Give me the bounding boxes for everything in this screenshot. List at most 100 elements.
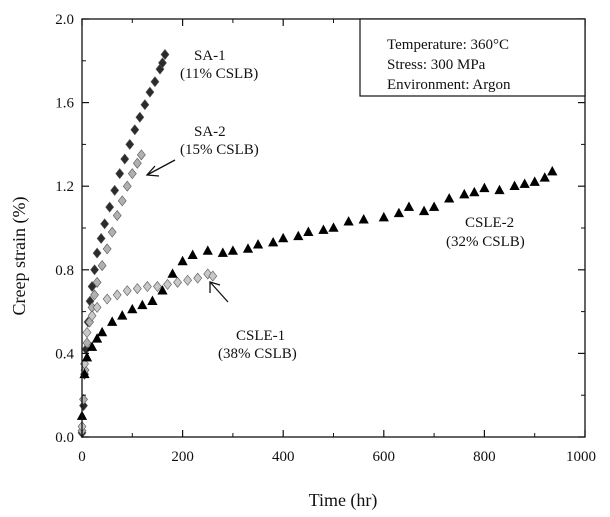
data-point	[100, 218, 110, 230]
data-point	[393, 207, 404, 218]
data-point	[115, 168, 125, 180]
data-point	[90, 289, 99, 301]
data-point	[547, 165, 558, 176]
data-point	[125, 138, 135, 150]
annotation-sa2-arrow-shaft	[146, 159, 176, 176]
data-point	[112, 289, 122, 301]
data-point	[328, 222, 339, 232]
series-1	[77, 149, 146, 437]
annotation-sa1-name: SA-1	[194, 48, 226, 64]
y-tick-label: 1.2	[55, 179, 74, 195]
data-point	[183, 274, 193, 286]
annotation-sa2-composition: (15% CSLB)	[180, 142, 259, 158]
y-axis-label: Creep strain (%)	[9, 197, 30, 316]
data-point	[130, 124, 140, 136]
data-point	[150, 76, 160, 88]
data-point	[479, 182, 490, 193]
legend-line-temperature: Temperature: 360°C	[387, 37, 509, 53]
data-point	[132, 283, 142, 295]
data-point	[403, 201, 415, 211]
annotation-sa2-arrow-head	[145, 165, 160, 177]
y-tick-label: 0.0	[55, 430, 74, 446]
data-point	[444, 193, 455, 203]
data-point	[136, 149, 146, 161]
data-point	[87, 310, 97, 322]
data-point	[509, 180, 520, 190]
data-point	[82, 327, 92, 338]
data-point	[167, 268, 178, 278]
data-point	[97, 260, 107, 272]
data-point	[242, 243, 254, 253]
data-point	[293, 230, 304, 241]
data-point	[177, 255, 188, 266]
data-point	[117, 195, 127, 207]
data-point	[494, 184, 505, 195]
data-point	[97, 326, 108, 337]
data-point	[107, 316, 118, 326]
data-point	[96, 232, 106, 244]
data-point	[343, 216, 354, 226]
data-point	[459, 188, 470, 199]
data-point	[469, 186, 480, 197]
data-point	[193, 272, 203, 284]
data-point	[278, 232, 289, 243]
legend-frame	[359, 18, 586, 97]
data-point	[102, 293, 112, 305]
data-point	[519, 178, 530, 188]
series-0	[77, 49, 170, 439]
data-point	[143, 281, 152, 293]
data-point	[81, 351, 93, 362]
data-point	[303, 226, 314, 236]
x-axis-label: Time (hr)	[309, 490, 378, 511]
data-point	[86, 341, 98, 351]
data-point	[318, 224, 329, 234]
data-point	[132, 157, 142, 169]
annotation-csle1-name: CSLE-1	[236, 328, 285, 344]
legend-line-stress: Stress: 300 MPa	[387, 57, 486, 73]
data-point	[105, 201, 115, 213]
annotation-csle1-arrow-shaft	[209, 281, 229, 303]
annotation-csle2-composition: (32% CSLB)	[446, 234, 525, 250]
data-point	[117, 310, 128, 320]
x-tick-label: 400	[272, 449, 295, 465]
data-point	[202, 245, 213, 255]
series-3	[76, 165, 558, 420]
data-point	[110, 184, 120, 196]
data-point	[102, 243, 112, 255]
data-point	[208, 270, 218, 282]
annotation-csle2-name: CSLE-2	[465, 215, 514, 231]
data-point	[539, 172, 550, 182]
x-tick-label: 800	[473, 449, 496, 465]
data-point	[217, 247, 228, 257]
data-point	[127, 168, 137, 180]
data-point	[153, 281, 162, 293]
legend-line-environment: Environment: Argon	[387, 77, 511, 93]
data-point	[122, 180, 132, 192]
data-point	[173, 276, 182, 288]
series-2	[77, 268, 218, 433]
data-point	[127, 303, 138, 314]
annotation-sa1-composition: (11% CSLB)	[180, 66, 258, 82]
x-tick-label: 600	[373, 449, 396, 465]
annotation-csle2: CSLE-2 (32% CSLB)	[446, 215, 525, 250]
data-point	[120, 153, 130, 165]
y-tick-label: 1.6	[55, 96, 74, 112]
data-point	[79, 393, 88, 405]
annotation-sa2: SA-2 (15% CSLB)	[145, 124, 259, 177]
data-point	[428, 201, 440, 211]
series-layer	[76, 49, 558, 439]
data-point	[90, 264, 99, 276]
x-tick-label: 0	[78, 449, 86, 465]
data-point	[160, 49, 170, 61]
data-point	[268, 236, 279, 247]
data-point	[163, 278, 172, 290]
y-tick-label: 0.8	[55, 263, 74, 279]
data-point	[147, 295, 158, 305]
data-point	[378, 211, 389, 222]
annotation-sa1: SA-1 (11% CSLB)	[180, 48, 258, 82]
data-point	[157, 285, 168, 295]
data-point	[135, 111, 145, 123]
y-tick-label: 0.4	[55, 346, 74, 362]
data-point	[92, 276, 102, 288]
data-point	[107, 226, 117, 238]
